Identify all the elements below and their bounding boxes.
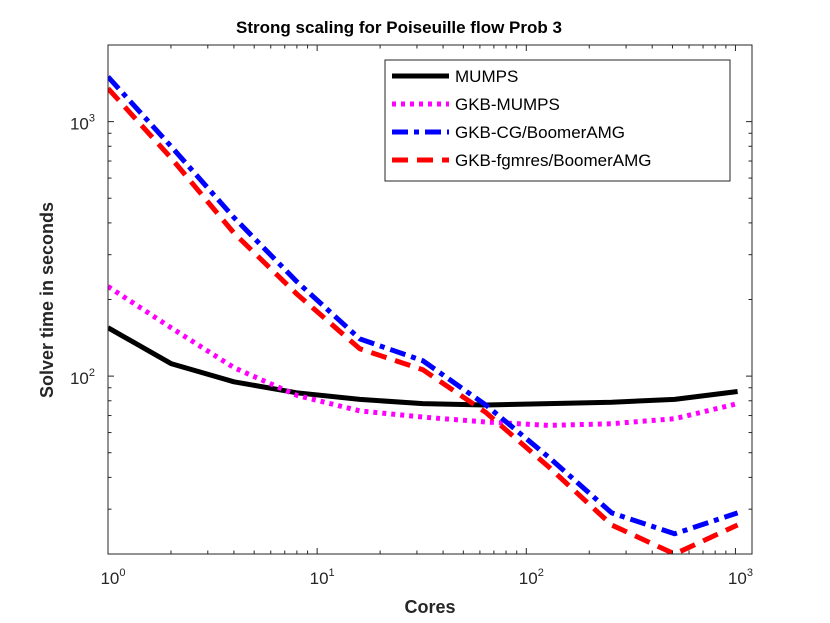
series-line-2 bbox=[108, 75, 739, 537]
legend: MUMPS GKB-MUMPS GKB-CG/BoomerAMG GKB-fgmres… bbox=[384, 59, 731, 182]
x-tick-label: 101 bbox=[310, 567, 335, 588]
chart-title: Strong scaling for Poiseuille flow Prob … bbox=[236, 18, 562, 37]
legend-label-1: GKB-MUMPS bbox=[455, 95, 560, 114]
legend-label-0: MUMPS bbox=[455, 67, 518, 86]
series-line-3 bbox=[108, 86, 739, 554]
series-line-0 bbox=[108, 325, 738, 408]
ticks-layer: 100 101 102 103 102 103 bbox=[70, 44, 753, 588]
series-layer bbox=[108, 75, 739, 554]
x-tick-label: 102 bbox=[519, 567, 544, 588]
y-axis-label: Solver time in seconds bbox=[37, 202, 57, 398]
x-tick-label: 103 bbox=[728, 567, 753, 588]
y-tick-label: 103 bbox=[70, 113, 95, 134]
y-tick-label: 102 bbox=[70, 367, 95, 388]
legend-label-2: GKB-CG/BoomerAMG bbox=[455, 123, 625, 142]
legend-label-3: GKB-fgmres/BoomerAMG bbox=[455, 151, 652, 170]
x-axis-label: Cores bbox=[404, 597, 455, 617]
x-tick-label: 100 bbox=[100, 567, 125, 588]
